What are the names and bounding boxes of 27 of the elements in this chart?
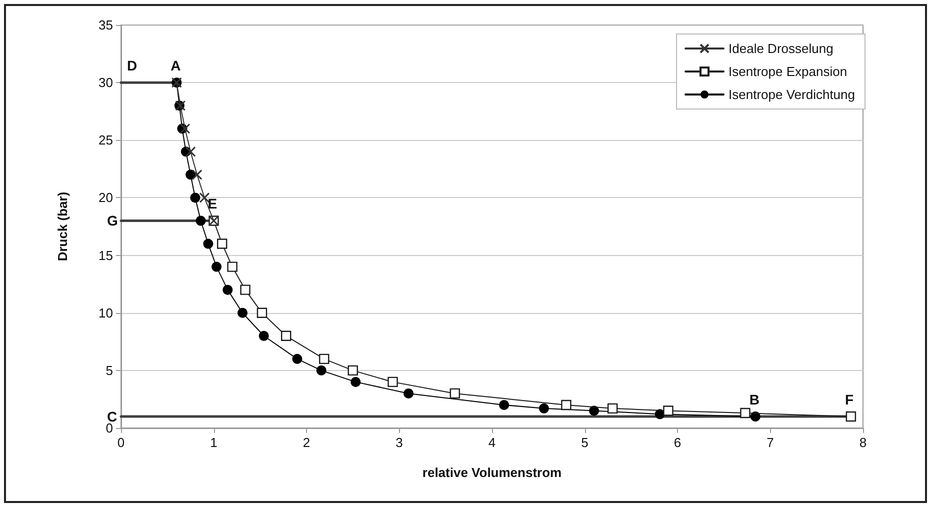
y-tick-label: 35 bbox=[98, 18, 113, 32]
legend-label: Ideale Drosselung bbox=[728, 41, 834, 56]
annotation: B bbox=[749, 391, 760, 408]
annotation: F bbox=[844, 391, 854, 408]
annotation: D bbox=[127, 58, 138, 74]
y-tick-label: 25 bbox=[98, 132, 113, 148]
annotation: G bbox=[107, 212, 118, 229]
legend-label: Isentrope Expansion bbox=[728, 64, 848, 79]
annotation: A bbox=[170, 58, 181, 74]
x-tick-label: 0 bbox=[117, 435, 125, 450]
x-tick-label: 5 bbox=[581, 435, 588, 450]
y-tick-label: 10 bbox=[98, 305, 113, 320]
x-tick-label: 7 bbox=[766, 435, 774, 450]
x-axis-title: relative Volumenstrom bbox=[422, 465, 562, 480]
y-tick-label: 5 bbox=[106, 362, 113, 378]
x-tick-label: 2 bbox=[302, 435, 310, 450]
y-tick-label: 15 bbox=[98, 248, 113, 263]
x-tick-label: 1 bbox=[210, 435, 218, 450]
y-axis-title: Druck (bar) bbox=[55, 192, 70, 262]
y-tick-label: 30 bbox=[98, 75, 113, 90]
legend-label: Isentrope Verdichtung bbox=[728, 87, 856, 102]
y-tick-label: 20 bbox=[98, 190, 113, 206]
x-tick-label: 4 bbox=[488, 435, 496, 450]
x-tick-label: 6 bbox=[674, 435, 682, 450]
x-tick-label: 8 bbox=[859, 435, 867, 450]
x-tick-label: 3 bbox=[396, 435, 403, 450]
annotation: E bbox=[208, 196, 218, 212]
